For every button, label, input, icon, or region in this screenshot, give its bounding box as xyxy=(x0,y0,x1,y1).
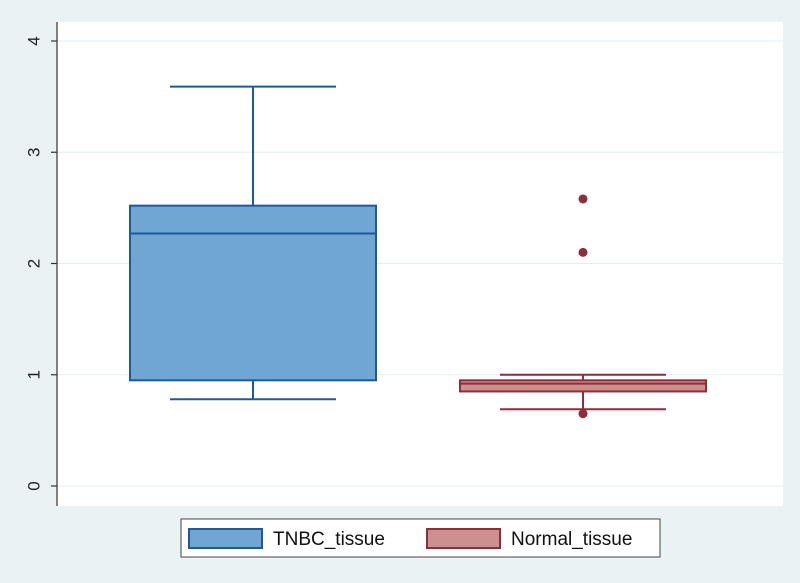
outlier-point-1 xyxy=(578,247,588,257)
outlier-point-0 xyxy=(578,409,588,419)
boxes xyxy=(129,85,707,419)
box-TNBC_tissue xyxy=(129,85,377,401)
iqr-box xyxy=(129,204,377,382)
y-tick-label-1: 1 xyxy=(25,370,44,379)
legend-label: Normal_tissue xyxy=(511,529,632,550)
y-tick-label-0: 0 xyxy=(25,481,44,490)
outlier-point-2 xyxy=(578,194,588,204)
iqr-box xyxy=(459,379,707,393)
legend-swatch xyxy=(426,528,501,549)
legend-label: TNBC_tissue xyxy=(273,529,385,550)
legend-item-TNBC_tissue: TNBC_tissue xyxy=(188,528,385,550)
box-Normal_tissue xyxy=(459,194,707,419)
y-tick-label-4: 4 xyxy=(25,36,44,45)
legend-item-Normal_tissue: Normal_tissue xyxy=(426,528,632,550)
y-tick-label-2: 2 xyxy=(25,259,44,268)
legend: TNBC_tissue Normal_tissue xyxy=(180,518,661,558)
y-tick-label-3: 3 xyxy=(25,148,44,157)
legend-swatch xyxy=(188,528,263,549)
y-axis: 0 1 2 3 4 xyxy=(25,22,58,506)
